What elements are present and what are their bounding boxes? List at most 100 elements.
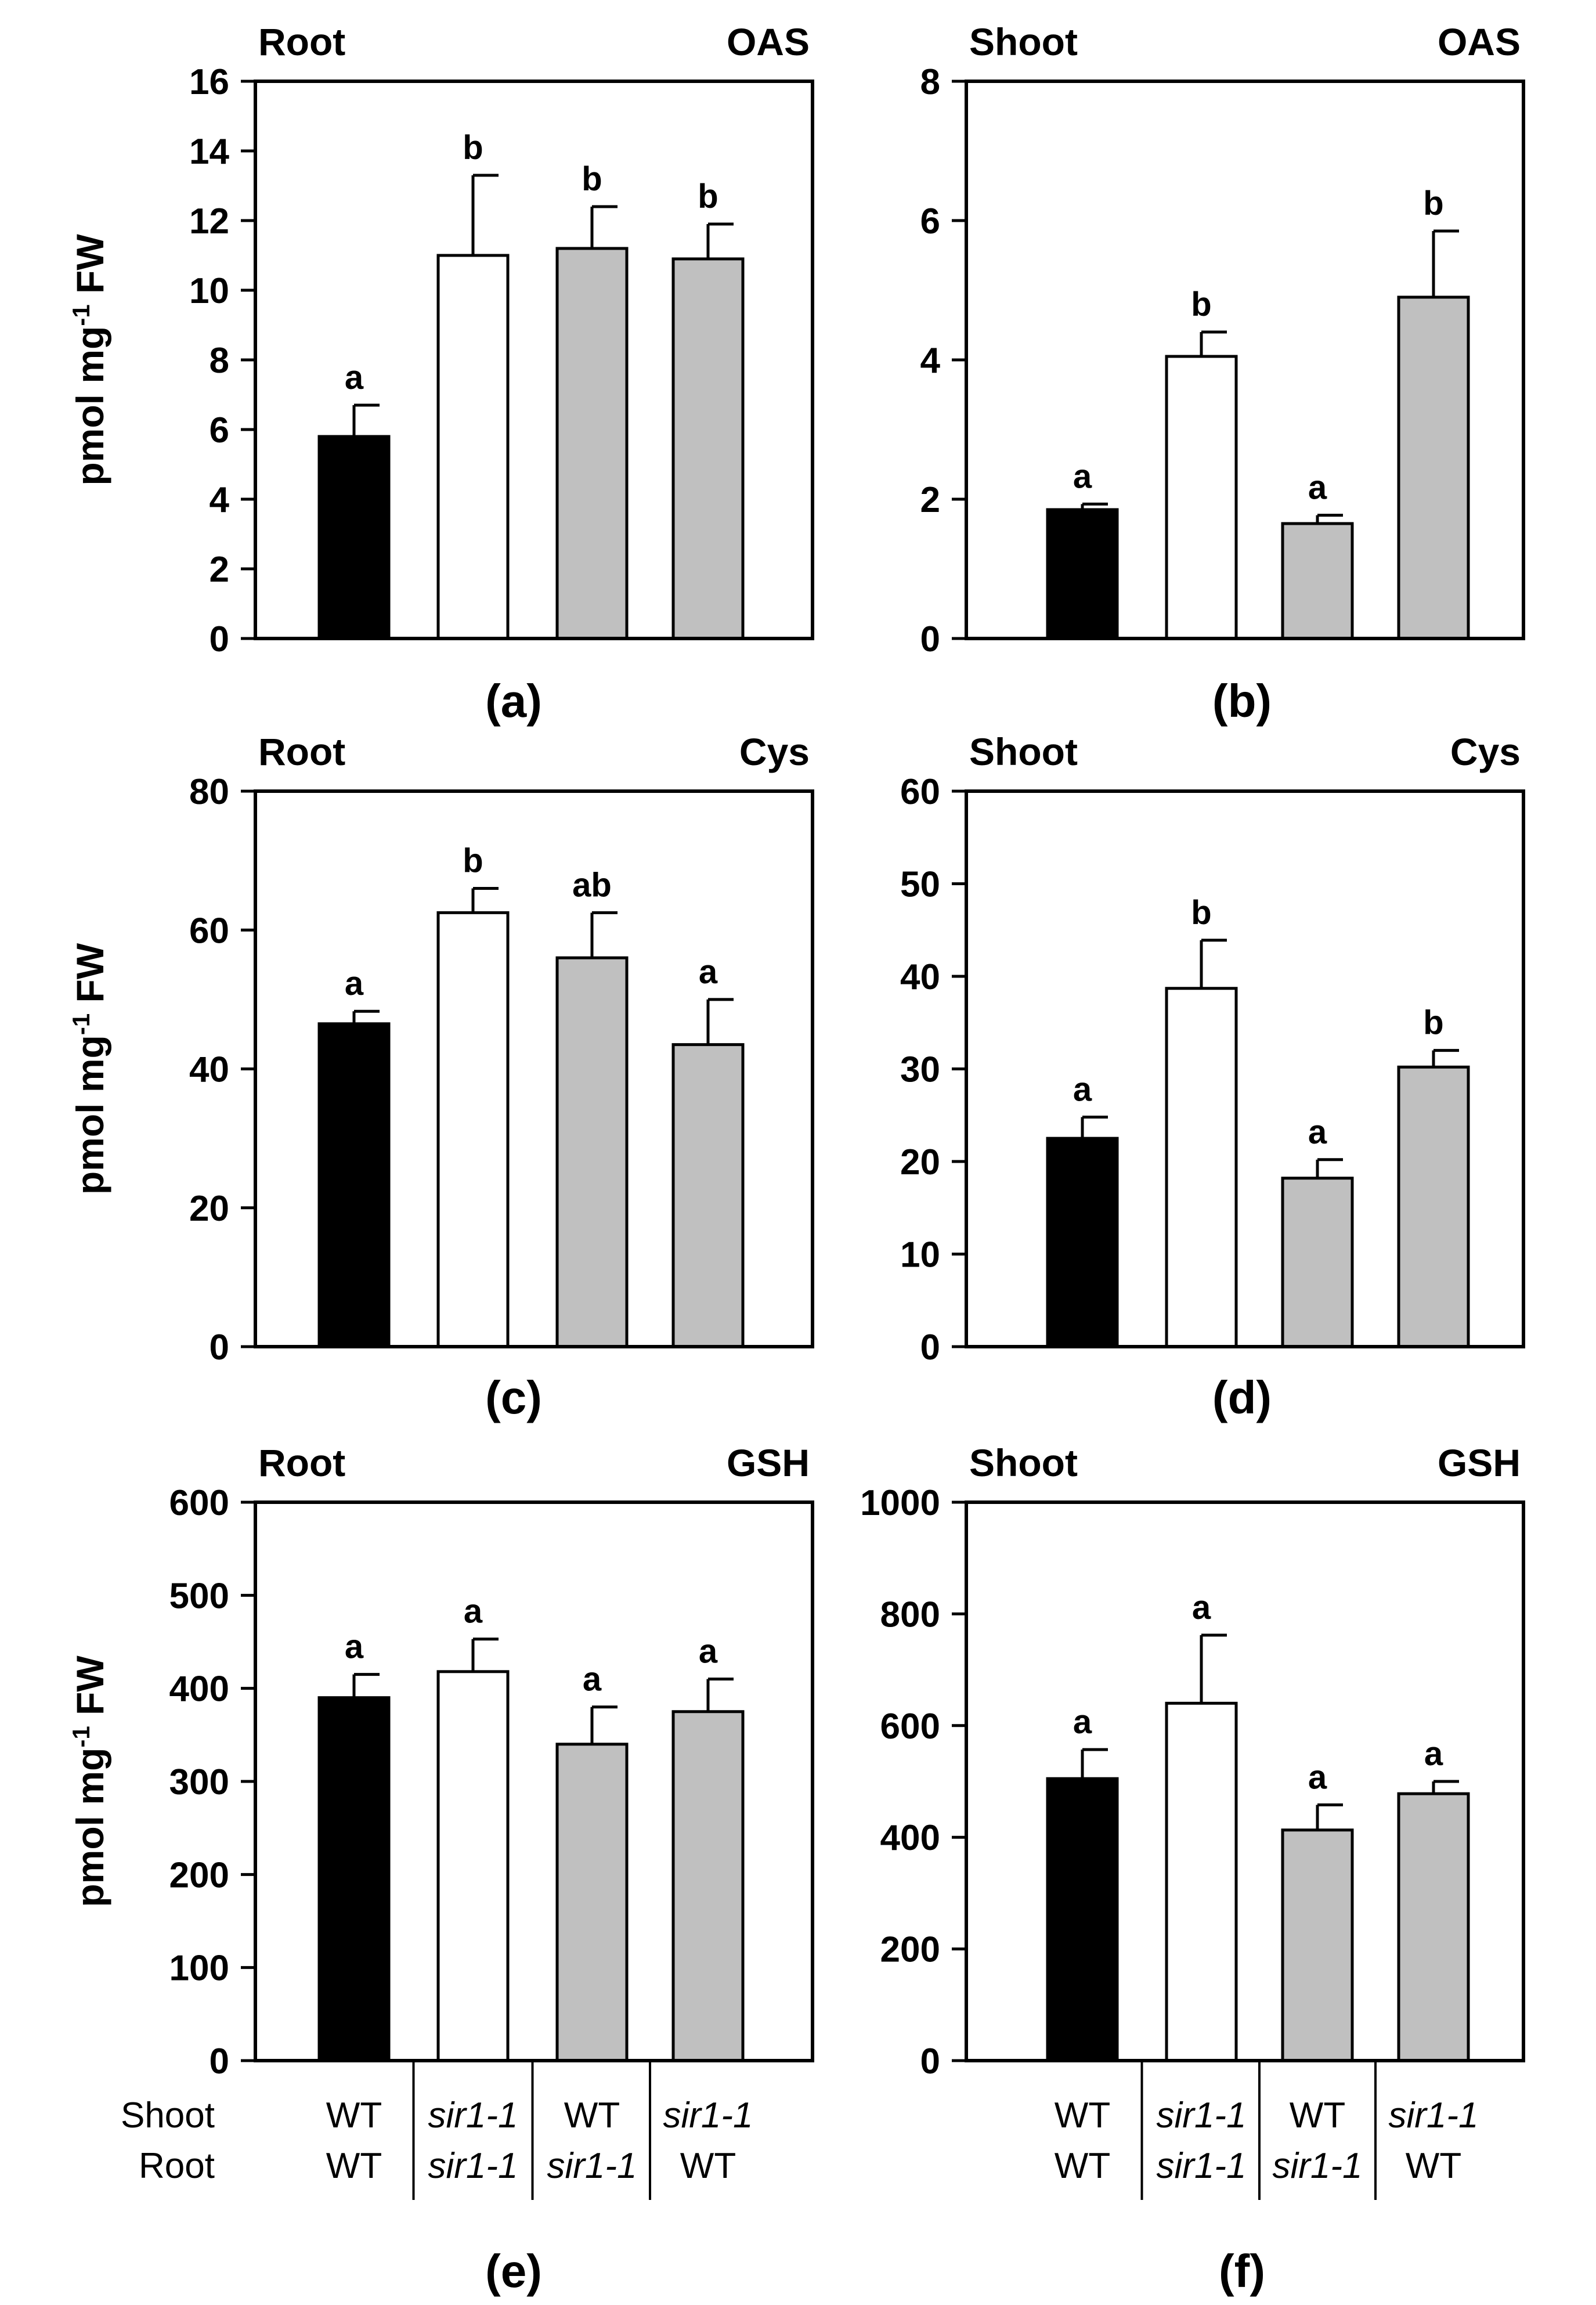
y-tick-label: 12 xyxy=(189,201,229,241)
bar xyxy=(1397,1065,1470,1348)
significance-letter: a xyxy=(345,965,364,1002)
genotype-label: sir1-1 xyxy=(547,2146,637,2186)
y-tick-label: 30 xyxy=(900,1050,940,1090)
y-tick-label: 8 xyxy=(210,341,229,381)
y-tick-label: 1000 xyxy=(860,1483,940,1523)
bar xyxy=(1165,1701,1238,2062)
y-tick-label: 300 xyxy=(169,1762,229,1802)
y-tick-label: 2 xyxy=(210,550,229,590)
significance-letter: a xyxy=(699,953,718,991)
metabolite-title: OAS xyxy=(727,20,810,63)
bar xyxy=(436,254,510,640)
y-tick-label: 200 xyxy=(169,1855,229,1895)
genotype-label: WT xyxy=(326,2146,382,2186)
genotype-label: sir1-1 xyxy=(428,2146,518,2186)
metabolite-title: Cys xyxy=(1450,730,1521,773)
y-tick-label: 60 xyxy=(900,772,940,812)
y-tick-label: 2 xyxy=(920,480,940,520)
bar xyxy=(671,257,745,640)
significance-letter: a xyxy=(1308,469,1327,507)
significance-letter: b xyxy=(698,178,718,215)
bar xyxy=(1046,508,1119,640)
significance-letter: b xyxy=(1191,894,1211,932)
genotype-label: sir1-1 xyxy=(663,2095,753,2136)
significance-letter: a xyxy=(583,1661,602,1698)
bar xyxy=(1046,1777,1119,2062)
chart-panel-f: a a a a 0 200 400 600 800 1000 Shoot GSH (f) xyxy=(860,1441,1525,2297)
y-tick-label: 200 xyxy=(880,1930,940,1970)
tissue-title: Root xyxy=(258,20,345,63)
y-tick-label: 600 xyxy=(169,1483,229,1523)
y-tick-label: 100 xyxy=(169,1949,229,1989)
genotype-row-label-root: Root xyxy=(139,2146,215,2186)
y-tick-label: 800 xyxy=(880,1595,940,1635)
y-tick-label: 10 xyxy=(189,271,229,311)
y-axis-label: pmol mg-1 FW xyxy=(67,234,111,486)
bar xyxy=(1397,1792,1470,2062)
tissue-title: Root xyxy=(258,730,345,773)
bar xyxy=(436,1670,510,2062)
y-tick-label: 60 xyxy=(189,911,229,951)
chart-panel-b: a b a b 0 2 4 6 8 Shoot OAS (b) xyxy=(920,20,1525,727)
y-tick-label: 0 xyxy=(210,619,229,659)
y-tick-label: 8 xyxy=(920,62,940,102)
bar xyxy=(671,1710,745,2062)
bar xyxy=(436,911,510,1348)
bar xyxy=(1046,1137,1119,1348)
significance-letter: a xyxy=(1073,1070,1092,1108)
tissue-title: Root xyxy=(258,1441,345,1484)
y-tick-label: 6 xyxy=(210,410,229,450)
bar xyxy=(317,1022,391,1348)
tissue-title: Shoot xyxy=(969,1441,1078,1484)
y-tick-label: 0 xyxy=(210,1328,229,1368)
genotype-label: WT xyxy=(1290,2095,1345,2136)
significance-letter: b xyxy=(582,160,602,198)
y-tick-label: 0 xyxy=(920,1328,940,1368)
chart-panel-e: a a a a 0 100 200 300 400 500 600 Root GSH (e) pmol mg… xyxy=(67,1441,814,2297)
panel-label: (f) xyxy=(1219,2245,1265,2297)
y-tick-label: 50 xyxy=(900,865,940,905)
significance-letter: b xyxy=(1423,185,1443,222)
bar xyxy=(1281,1177,1354,1348)
significance-letter: a xyxy=(464,1593,483,1631)
bar xyxy=(555,247,629,640)
bar xyxy=(555,1743,629,2062)
y-tick-label: 4 xyxy=(210,480,230,520)
metabolite-title: OAS xyxy=(1438,20,1521,63)
genotype-label: WT xyxy=(680,2146,736,2186)
significance-letter: b xyxy=(1423,1004,1443,1042)
y-tick-label: 40 xyxy=(900,957,940,997)
tissue-title: Shoot xyxy=(969,20,1078,63)
y-tick-label: 10 xyxy=(900,1235,940,1275)
significance-letter: a xyxy=(699,1633,718,1671)
panel-label: (d) xyxy=(1212,1372,1272,1423)
genotype-table-e: WT WT sir1-1 sir1-1 WT sir1-1 sir1-1 WT xyxy=(326,2062,753,2200)
significance-letter: ab xyxy=(572,866,612,904)
bar xyxy=(317,435,391,640)
y-tick-label: 500 xyxy=(169,1576,229,1616)
bar xyxy=(1397,295,1470,640)
genotype-label: sir1-1 xyxy=(1156,2095,1246,2136)
y-tick-label: 400 xyxy=(169,1669,229,1709)
panel-label: (e) xyxy=(485,2245,542,2297)
bar xyxy=(1281,1828,1354,2062)
y-tick-label: 400 xyxy=(880,1818,940,1858)
y-tick-label: 0 xyxy=(210,2041,229,2082)
bar xyxy=(1165,987,1238,1348)
metabolite-title: GSH xyxy=(1438,1441,1521,1484)
y-axis-label: pmol mg-1 FW xyxy=(67,1655,111,1907)
significance-letter: b xyxy=(1191,286,1211,323)
genotype-label: WT xyxy=(564,2095,620,2136)
y-tick-label: 0 xyxy=(920,2041,940,2082)
genotype-label: sir1-1 xyxy=(1156,2146,1246,2186)
genotype-label: WT xyxy=(326,2095,382,2136)
y-tick-label: 20 xyxy=(189,1189,229,1229)
y-tick-label: 4 xyxy=(920,341,941,381)
y-tick-label: 600 xyxy=(880,1707,940,1747)
significance-letter: a xyxy=(1192,1589,1211,1626)
genotype-label: WT xyxy=(1055,2146,1110,2186)
y-tick-label: 80 xyxy=(189,772,229,812)
plot-frame xyxy=(965,1500,1525,2062)
